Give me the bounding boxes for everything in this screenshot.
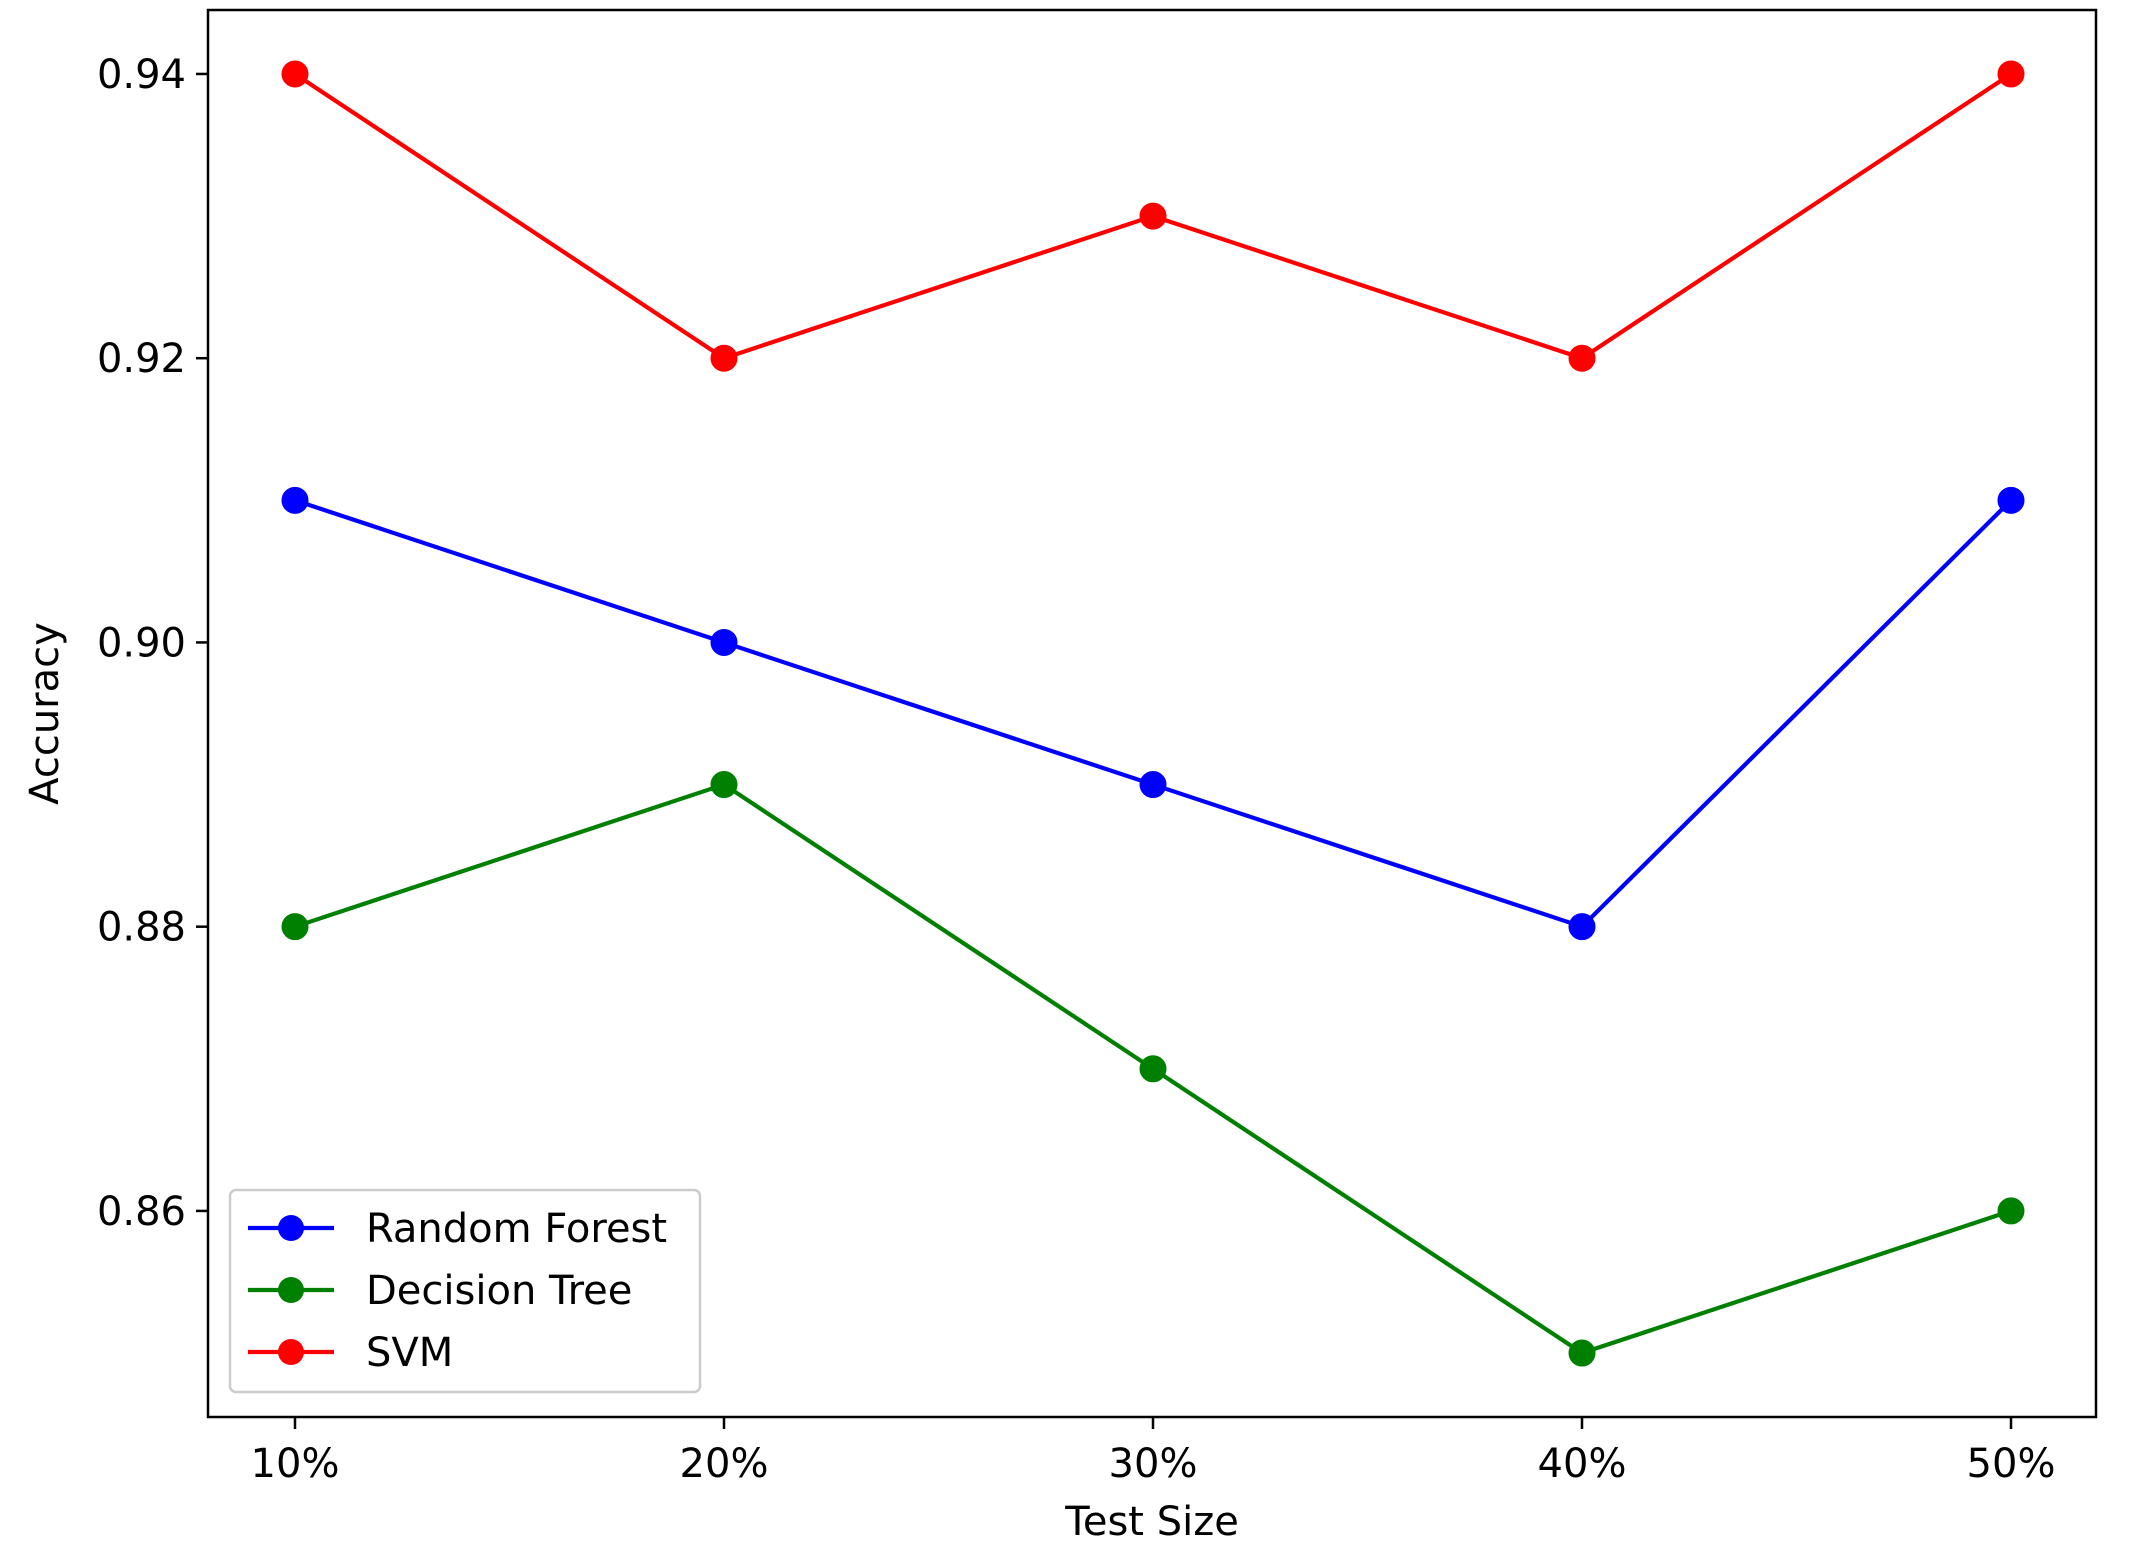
data-point-random-forest	[710, 628, 738, 656]
x-tick-label: 50%	[1967, 1441, 2056, 1487]
y-tick-label: 0.94	[97, 52, 186, 98]
data-point-decision-tree	[281, 913, 309, 941]
data-point-decision-tree	[710, 771, 738, 799]
x-tick-label: 10%	[251, 1441, 340, 1487]
legend-marker-random-forest	[278, 1215, 304, 1241]
y-tick-label: 0.88	[97, 905, 186, 951]
x-tick-label: 30%	[1109, 1441, 1198, 1487]
series-layer	[281, 60, 2025, 1367]
legend-label-svm: SVM	[366, 1330, 453, 1376]
y-tick-label: 0.90	[97, 620, 186, 666]
legend: Random Forest Decision Tree SVM	[228, 1188, 702, 1394]
data-point-svm	[710, 344, 738, 372]
y-tick-label: 0.92	[97, 336, 186, 382]
x-tick-label: 40%	[1538, 1441, 1627, 1487]
data-point-random-forest	[1139, 771, 1167, 799]
data-point-decision-tree	[1568, 1339, 1596, 1367]
legend-label-random-forest: Random Forest	[366, 1206, 667, 1252]
y-tick-label: 0.86	[97, 1189, 186, 1235]
data-point-svm	[1997, 60, 2025, 88]
data-point-random-forest	[281, 486, 309, 514]
data-point-random-forest	[1568, 913, 1596, 941]
x-tick-label: 20%	[680, 1441, 769, 1487]
data-point-decision-tree	[1139, 1055, 1167, 1083]
data-point-decision-tree	[1997, 1197, 2025, 1225]
legend-marker-svm	[278, 1339, 304, 1365]
data-point-svm	[1568, 344, 1596, 372]
y-axis-label: Accuracy	[22, 622, 68, 805]
legend-marker-decision-tree	[278, 1277, 304, 1303]
x-axis-label: Test Size	[1064, 1499, 1239, 1545]
legend-label-decision-tree: Decision Tree	[366, 1268, 632, 1314]
y-axis: 0.86 0.88 0.90 0.92 0.94	[97, 52, 208, 1235]
data-point-svm	[1139, 202, 1167, 230]
x-axis: 10% 20% 30% 40% 50%	[251, 1417, 2056, 1487]
legend-box	[228, 1188, 702, 1394]
data-point-random-forest	[1997, 486, 2025, 514]
data-point-svm	[281, 60, 309, 88]
